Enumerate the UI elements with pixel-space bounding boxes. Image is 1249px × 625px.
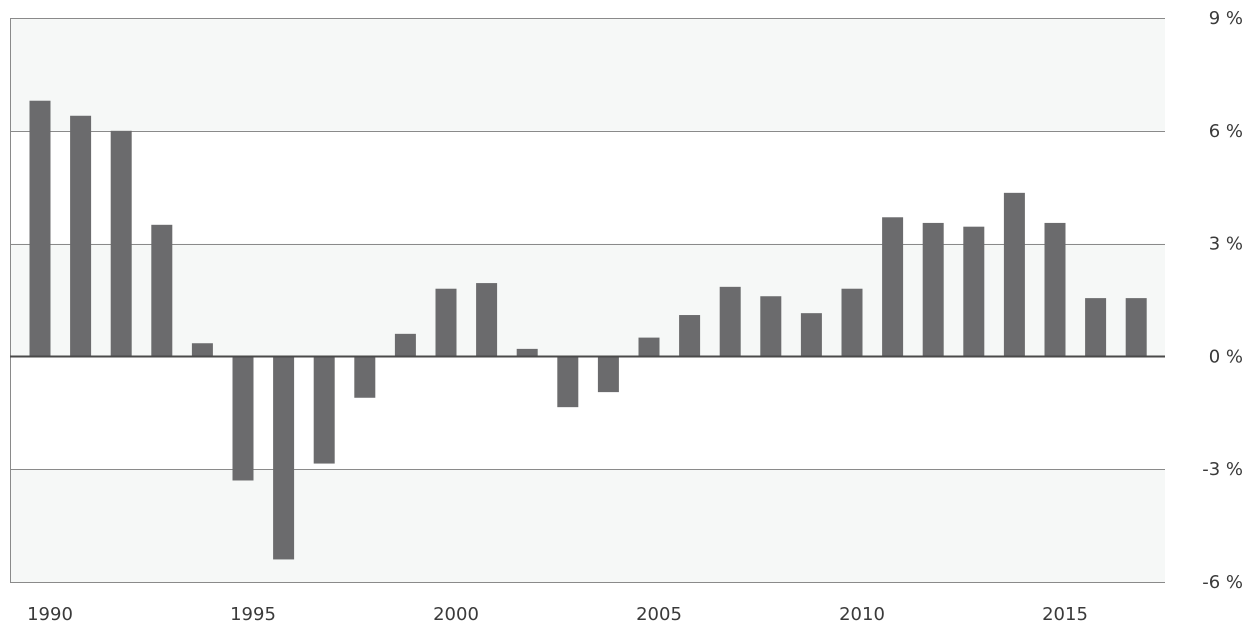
band-3-to-0 <box>10 243 1165 357</box>
bar-1996 <box>273 356 295 560</box>
bar-2015 <box>1044 222 1066 357</box>
bar-1995 <box>232 356 254 481</box>
bar-2001 <box>476 283 498 357</box>
y-tick-label-9: 9 % <box>1209 8 1243 29</box>
y-tick-label-6: 6 % <box>1209 121 1243 142</box>
bar-2013 <box>963 226 985 357</box>
bar-1997 <box>313 356 335 464</box>
bar-1990 <box>29 100 51 357</box>
x-tick-label-1995: 1995 <box>230 604 276 625</box>
bar-2002 <box>516 348 538 357</box>
x-axis-tick-labels: 1990 1995 2000 2005 2010 2015 <box>27 604 1088 625</box>
x-tick-label-2005: 2005 <box>636 604 682 625</box>
y-tick-label-3: 3 % <box>1209 234 1243 255</box>
bar-2010 <box>841 288 863 357</box>
bar-2000 <box>435 288 457 357</box>
band--3-to--6 <box>10 469 1165 582</box>
y-tick-label-0: 0 % <box>1209 346 1243 367</box>
bar-2006 <box>679 315 701 357</box>
bar-1992 <box>110 130 132 357</box>
bar-2008 <box>760 296 782 357</box>
bar-1993 <box>151 224 173 357</box>
bar-2009 <box>800 313 822 357</box>
bar-2004 <box>597 356 619 393</box>
bar-2016 <box>1085 298 1107 357</box>
bar-1998 <box>354 356 376 398</box>
band-6-to-3 <box>10 130 1165 244</box>
bars <box>29 100 1147 560</box>
bar-2014 <box>1003 192 1025 357</box>
x-tick-label-2010: 2010 <box>839 604 885 625</box>
y-tick-label--6: -6 % <box>1202 572 1243 593</box>
bar-1994 <box>191 343 213 357</box>
bar-2017 <box>1125 298 1147 357</box>
x-tick-label-2000: 2000 <box>433 604 479 625</box>
y-axis-tick-labels: 9 % 6 % 3 % 0 % -3 % -6 % <box>1202 8 1243 593</box>
x-tick-label-2015: 2015 <box>1042 604 1088 625</box>
y-tick-label--3: -3 % <box>1202 459 1243 480</box>
bar-2003 <box>557 356 579 408</box>
background-bands <box>10 18 1165 582</box>
bar-2012 <box>922 222 944 357</box>
bar-1991 <box>70 115 92 357</box>
bar-1999 <box>394 333 416 357</box>
bar-2007 <box>719 286 741 357</box>
bar-2005 <box>638 337 660 357</box>
band-9-to-6 <box>10 18 1165 131</box>
band-0-to--3 <box>10 356 1165 470</box>
x-tick-label-1990: 1990 <box>27 604 73 625</box>
bar-2011 <box>882 217 904 357</box>
